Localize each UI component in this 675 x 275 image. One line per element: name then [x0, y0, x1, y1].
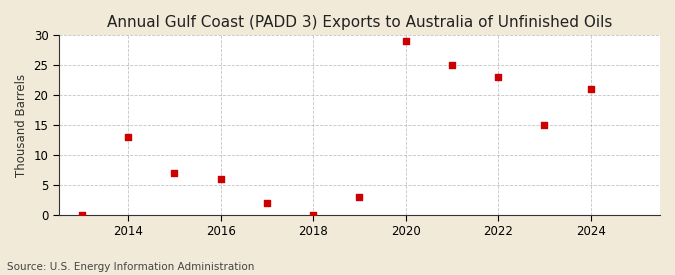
Point: [123, 135, 134, 139]
Point: [493, 75, 504, 79]
Title: Annual Gulf Coast (PADD 3) Exports to Australia of Unfinished Oils: Annual Gulf Coast (PADD 3) Exports to Au…: [107, 15, 612, 30]
Point: [539, 123, 550, 127]
Point: [215, 177, 226, 181]
Point: [446, 63, 457, 67]
Point: [261, 200, 272, 205]
Point: [169, 170, 180, 175]
Point: [76, 212, 87, 217]
Text: Source: U.S. Energy Information Administration: Source: U.S. Energy Information Administ…: [7, 262, 254, 272]
Point: [585, 87, 596, 91]
Point: [354, 194, 364, 199]
Point: [400, 39, 411, 43]
Y-axis label: Thousand Barrels: Thousand Barrels: [15, 73, 28, 177]
Point: [308, 212, 319, 217]
